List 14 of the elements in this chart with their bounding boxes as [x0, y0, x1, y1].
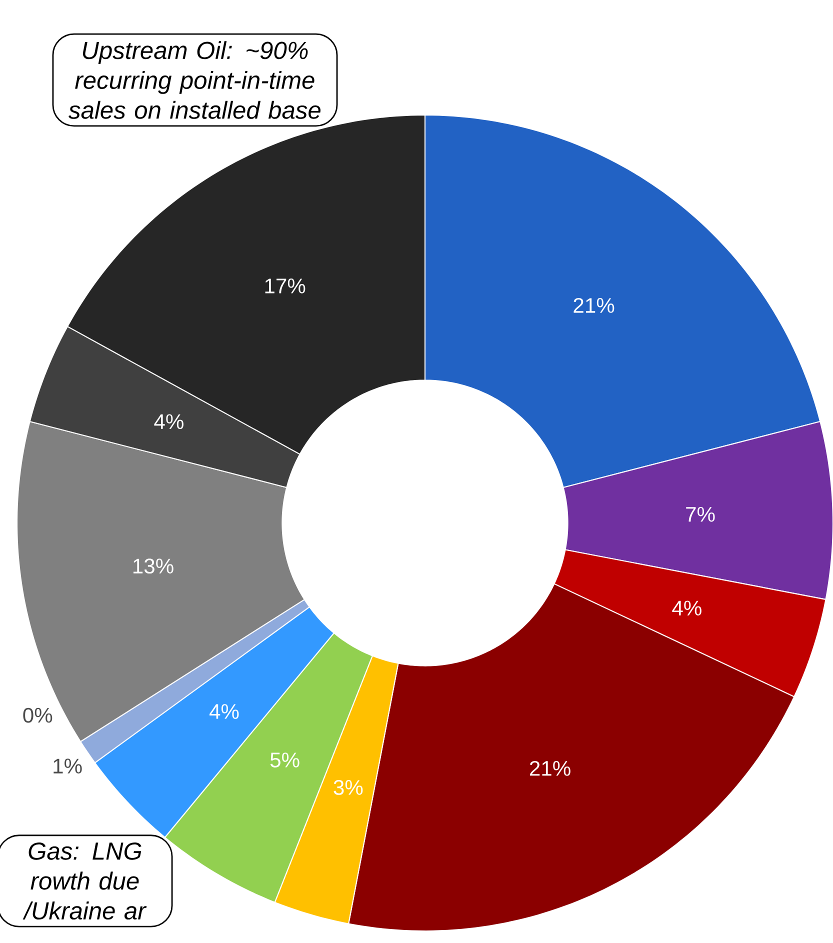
text: Upstream Oil: ~90% recurring point-in-time sales on installed base [68, 41, 320, 119]
data-label: 7% [686, 506, 715, 522]
data-label: 4% [210, 704, 239, 719]
data-label: 21% [574, 298, 614, 313]
data-label: 1% [54, 758, 82, 774]
data-label: 4% [672, 600, 702, 616]
data-label: 3% [334, 780, 363, 795]
data-label: 13% [133, 558, 174, 574]
data-label: 17% [265, 278, 306, 294]
data-label: 4% [154, 414, 184, 429]
text: 0% [23, 708, 52, 723]
data-label: 21% [530, 760, 570, 776]
data-label: 5% [270, 752, 300, 768]
text: Gas: LNG rowth due /Ukraine ar [22, 842, 147, 920]
